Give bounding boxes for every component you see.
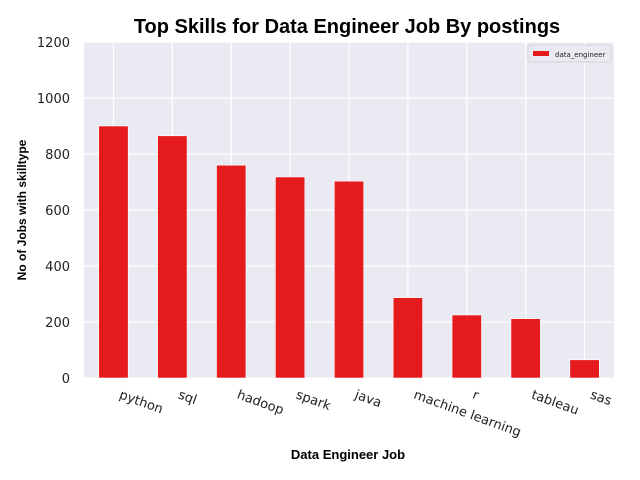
- x-axis-ticks: python sql hadoop spark java machine learning…: [117, 387, 614, 440]
- y-tick-label: 0: [62, 372, 70, 387]
- bar-r: [451, 314, 482, 379]
- bar-sas: [569, 359, 600, 379]
- x-tick-label: java: [352, 387, 384, 411]
- bar-sql: [157, 135, 188, 379]
- bar-machine-learning: [392, 297, 423, 379]
- chart-title: Top Skills for Data Engineer Job By post…: [134, 16, 560, 38]
- x-tick-label: sas: [588, 388, 614, 410]
- x-tick-label: sql: [176, 388, 199, 408]
- x-axis-label: Data Engineer Job: [291, 447, 405, 462]
- legend-box: [527, 44, 612, 63]
- legend-swatch: [533, 51, 549, 56]
- bar-python: [98, 125, 129, 379]
- y-tick-label: 200: [45, 316, 70, 331]
- y-tick-label: 400: [45, 260, 70, 275]
- x-tick-label: tableau: [529, 388, 580, 419]
- y-tick-label: 600: [45, 204, 70, 219]
- x-tick-label: machine learning: [412, 388, 523, 441]
- bars: [98, 125, 600, 379]
- y-tick-label: 1200: [37, 36, 70, 51]
- y-tick-label: 1000: [37, 92, 70, 107]
- x-tick-label: hadoop: [235, 388, 286, 419]
- bar-tableau: [510, 318, 541, 379]
- bar-spark: [275, 176, 306, 379]
- x-tick-label: python: [117, 388, 165, 418]
- bar-hadoop: [216, 164, 247, 379]
- legend-label: data_engineer: [555, 51, 605, 59]
- x-tick-label: r: [470, 388, 481, 404]
- legend: data_engineer: [527, 44, 612, 63]
- bar-java: [333, 180, 365, 379]
- y-axis-label: No of Jobs with skilltype: [15, 139, 29, 280]
- y-tick-label: 800: [45, 148, 70, 163]
- y-axis-ticks: 0 200 400 600 800 1000 1200: [37, 36, 70, 387]
- x-tick-label: spark: [294, 388, 333, 415]
